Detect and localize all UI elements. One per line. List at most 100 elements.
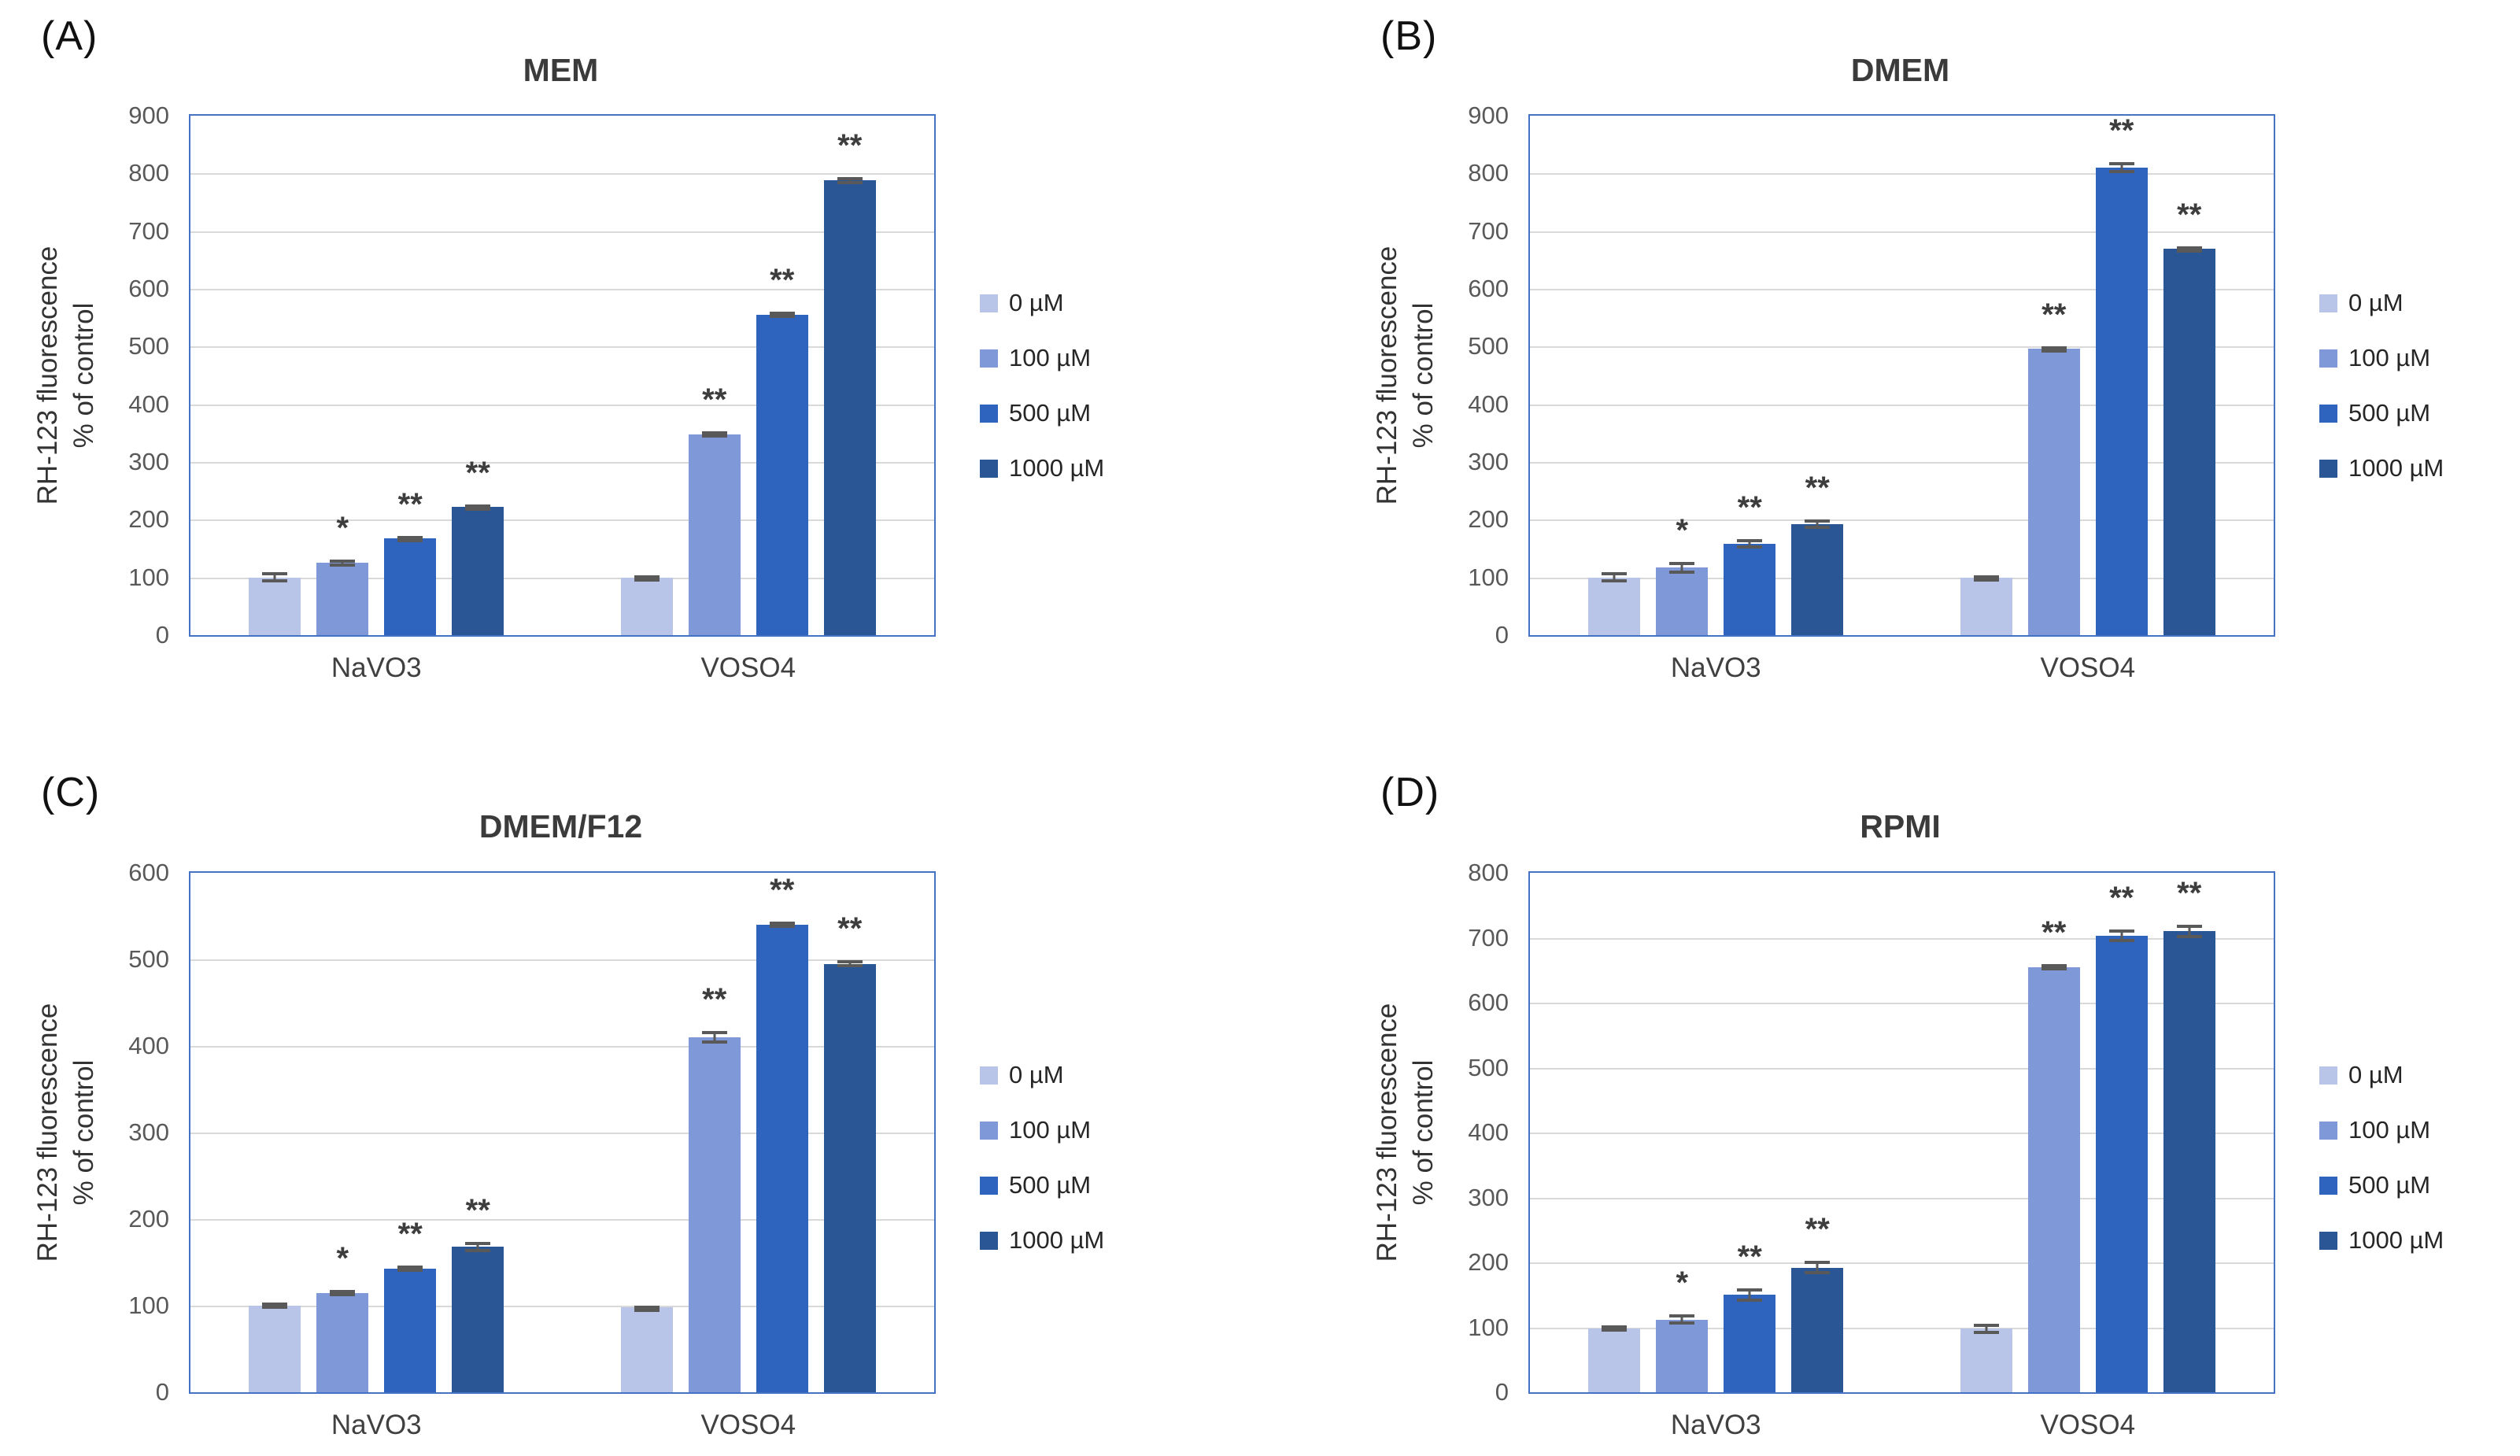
y-axis-tick-label: 600 [128, 275, 169, 302]
plot-area: 0 100 200 300 400 500 600 RH-123 fluorescence% … [32, 859, 936, 1440]
bar-NaVO3-1000 µM [1791, 524, 1844, 635]
y-axis-title: RH-123 fluorescence% of control [30, 1003, 102, 1262]
gridline [1530, 346, 2274, 349]
y-axis-tick-label: 100 [128, 1292, 169, 1319]
error-bar-cap-bottom [330, 1293, 356, 1297]
error-bar-stem [713, 1031, 716, 1044]
panel-letter: (D) [1380, 770, 1440, 815]
error-bar [2108, 161, 2134, 174]
gridline [1530, 404, 2274, 406]
bar-NaVO3-0 µM [1588, 1329, 1641, 1392]
error-bar [330, 1290, 356, 1297]
y-axis-title-line1: RH-123 fluorescence [32, 1003, 63, 1262]
gridline [190, 519, 934, 522]
legend: 0 µM 100 µM 500 µM 1000 µM [980, 1061, 1105, 1282]
panel-letter: (A) [41, 13, 98, 59]
panel-letter: (C) [41, 770, 101, 815]
bar-NaVO3-500 µM [384, 538, 437, 635]
error-bar [837, 960, 863, 967]
y-axis-tick-label: 300 [1468, 448, 1509, 475]
gridline [1530, 462, 2274, 464]
error-bar-stem [273, 572, 276, 583]
x-axis-category-label: NaVO3 [331, 652, 422, 683]
error-bar [2041, 346, 2067, 353]
y-axis-tick-label: 0 [1495, 621, 1509, 649]
significance-label: ** [397, 486, 423, 522]
legend-label: 0 µM [1009, 289, 1064, 316]
legend-swatch [980, 1231, 998, 1250]
legend-label: 0 µM [2348, 1061, 2404, 1088]
error-bar-stem [2120, 161, 2123, 174]
y-axis-title-line2: % of control [68, 302, 99, 449]
gridline [190, 231, 934, 233]
bar-VOSO4-1000 µM [823, 963, 876, 1392]
error-bar-cap-bottom [2041, 967, 2067, 971]
y-axis-tick-label: 800 [1468, 159, 1509, 187]
gridline [1530, 1133, 2274, 1134]
error-bar-cap-bottom [634, 578, 660, 582]
legend-swatch [980, 349, 998, 368]
error-bar-cap-bottom [2108, 170, 2134, 174]
bar-VOSO4-0 µM [1960, 577, 2012, 635]
gridline [190, 173, 934, 176]
significance-label: ** [1737, 490, 1762, 526]
legend-swatch [980, 1176, 998, 1195]
legend-label: 500 µM [2348, 1171, 2431, 1199]
chart-panel-RPMI: (D) RPMI 0 100 200 300 400 500 600 700 800 RH-123 f… [1339, 728, 2520, 1456]
legend-swatch [2319, 1066, 2337, 1085]
legend-swatch [2319, 404, 2337, 423]
error-bar-cap-bottom [465, 507, 491, 511]
bar-NaVO3-100 µM [316, 563, 369, 635]
y-axis-tick-label: 0 [155, 621, 169, 649]
bar-VOSO4-500 µM [756, 925, 808, 1392]
legend: 0 µM 100 µM 500 µM 1000 µM [980, 289, 1104, 510]
error-bar-cap-bottom [1602, 1329, 1628, 1332]
y-axis-tick-label: 100 [1468, 563, 1509, 591]
y-axis-tick-label: 200 [128, 505, 169, 534]
y-axis-tick-label: 400 [1468, 390, 1509, 418]
error-bar-stem [781, 921, 784, 929]
plot-area: 0 100 200 300 400 500 600 700 800 900 RH-123 fluor… [32, 102, 936, 683]
error-bar-cap-bottom [330, 563, 356, 567]
error-bar-stem [2120, 929, 2123, 943]
error-bar [634, 575, 660, 582]
error-bar-stem [1748, 1288, 1751, 1302]
y-axis-tick-label: 500 [1468, 1053, 1509, 1081]
bar-NaVO3-500 µM [1724, 544, 1776, 635]
legend-item: 500 µM [980, 1171, 1104, 1199]
x-axis-category-label: VOSO4 [700, 652, 796, 683]
significance-label: * [1676, 512, 1689, 548]
x-axis-category-label: VOSO4 [2040, 652, 2136, 683]
gridline [1530, 1067, 2274, 1070]
legend-item: 1000 µM [2319, 454, 2444, 482]
y-axis-title-line2: % of control [1408, 1059, 1439, 1206]
error-bar [1602, 572, 1628, 583]
bar-NaVO3-1000 µM [1791, 1267, 1844, 1392]
x-axis-category-label: NaVO3 [331, 1410, 422, 1440]
y-axis-tick-label: 600 [128, 859, 169, 886]
bar-NaVO3-1000 µM [452, 1247, 504, 1392]
y-axis-tick-label: 300 [128, 448, 169, 475]
legend-label: 1000 µM [1009, 1226, 1105, 1254]
gridline [1530, 519, 2274, 522]
legend-label: 500 µM [2348, 399, 2431, 427]
legend-item: 1000 µM [2319, 1226, 2444, 1254]
error-bar-cap-bottom [769, 315, 795, 319]
error-bar-cap-bottom [2176, 934, 2202, 938]
significance-label: ** [702, 982, 727, 1018]
error-bar-cap-bottom [2108, 939, 2134, 943]
error-bar-cap-bottom [2041, 349, 2067, 353]
legend-swatch [2319, 294, 2337, 312]
significance-label: ** [1805, 1212, 1830, 1247]
y-axis-tick-label: 500 [1468, 332, 1509, 360]
error-bar-cap-bottom [1669, 570, 1695, 574]
legend-item: 1000 µM [980, 454, 1104, 482]
y-axis-tick-label: 400 [1468, 1118, 1509, 1146]
gridline [1530, 1197, 2274, 1199]
error-bar-cap-bottom [634, 1309, 660, 1312]
significance-label: ** [702, 382, 727, 418]
error-bar-cap-bottom [1973, 1330, 1999, 1334]
y-axis-tick-label: 700 [1468, 923, 1509, 952]
error-bar [1973, 575, 1999, 582]
